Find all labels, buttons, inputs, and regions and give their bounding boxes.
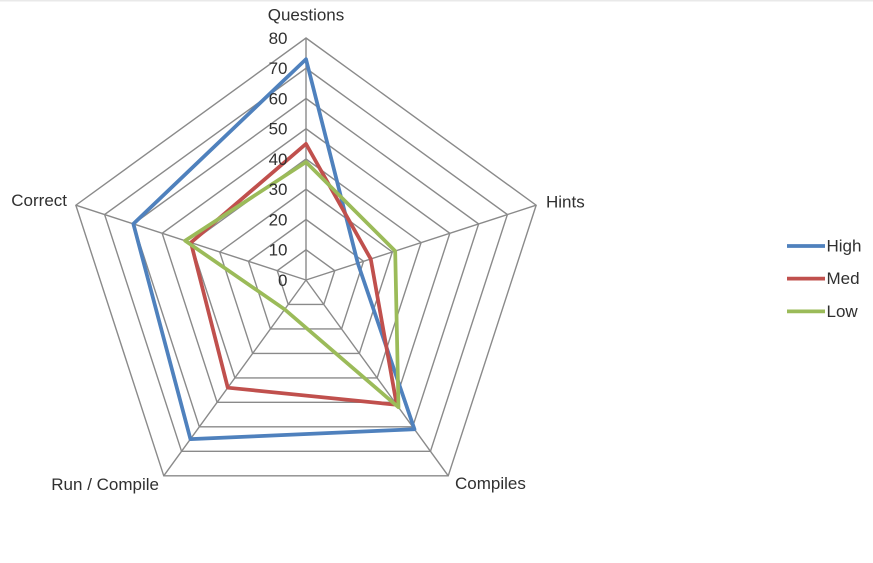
svg-text:30: 30 xyxy=(269,180,288,199)
svg-text:Questions: Questions xyxy=(268,6,345,25)
svg-text:70: 70 xyxy=(269,59,288,78)
svg-text:Low: Low xyxy=(827,302,859,321)
svg-text:50: 50 xyxy=(269,120,288,139)
svg-text:80: 80 xyxy=(269,29,288,48)
svg-text:Hints: Hints xyxy=(546,193,585,212)
svg-text:High: High xyxy=(827,237,862,256)
svg-text:Compiles: Compiles xyxy=(455,474,526,493)
svg-text:10: 10 xyxy=(269,241,288,260)
svg-text:60: 60 xyxy=(269,89,288,108)
svg-text:Correct: Correct xyxy=(11,191,67,210)
svg-text:20: 20 xyxy=(269,210,288,229)
svg-text:Med: Med xyxy=(827,269,860,288)
svg-text:40: 40 xyxy=(269,150,288,169)
svg-text:Run / Compile: Run / Compile xyxy=(51,475,159,494)
svg-text:0: 0 xyxy=(278,271,287,290)
